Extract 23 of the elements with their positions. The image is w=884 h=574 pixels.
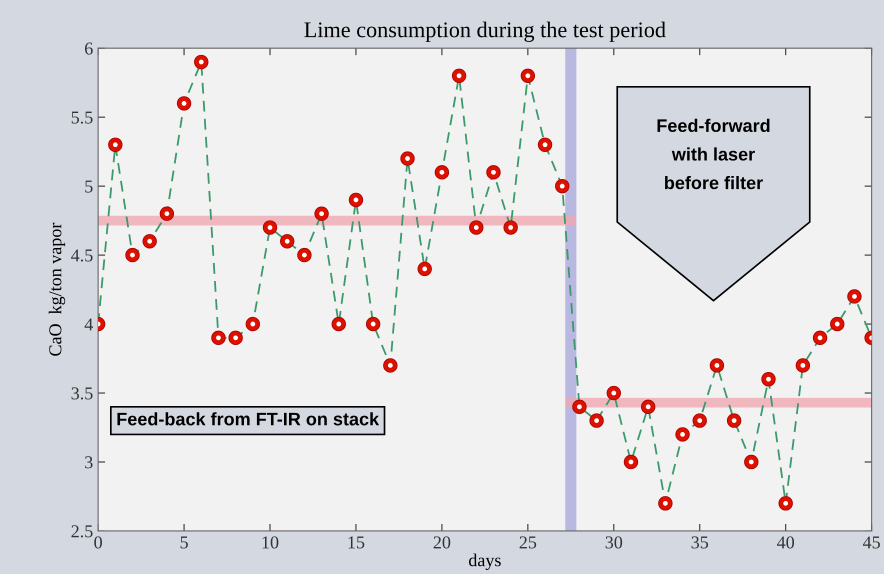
x-tick-label: 25 xyxy=(520,536,536,549)
y-axis-title: CaO kg/ton vapor xyxy=(48,222,66,356)
y-tick-label: 4.5 xyxy=(71,249,93,262)
annotation: Feed-back from FT-IR on stack xyxy=(117,412,380,426)
y-tick-label: 2.5 xyxy=(71,525,93,538)
y-tick-label: 3 xyxy=(85,456,93,468)
x-tick-label: 45 xyxy=(862,536,880,549)
annotation: Feed-forward with laser before filter xyxy=(658,118,770,190)
x-tick-label: 10 xyxy=(262,536,278,549)
y-tick-label: 5 xyxy=(85,180,93,193)
y-tick-label: 3.5 xyxy=(72,387,93,400)
y-tick-label: 4 xyxy=(84,318,93,330)
x-tick-label: 0 xyxy=(94,536,102,549)
x-tick-label: 30 xyxy=(606,536,622,549)
x-tick-label: 5 xyxy=(180,536,188,549)
x-tick-label: 40 xyxy=(777,536,794,549)
x-tick-label: 20 xyxy=(434,536,450,549)
y-tick-label: 6 xyxy=(85,42,93,55)
x-tick-label: 15 xyxy=(348,536,364,549)
y-tick-label: 5.5 xyxy=(72,112,93,124)
x-axis-title: days xyxy=(468,554,501,570)
chart-title: Lime consumption during the test period xyxy=(304,22,666,42)
x-tick-label: 35 xyxy=(692,536,708,549)
